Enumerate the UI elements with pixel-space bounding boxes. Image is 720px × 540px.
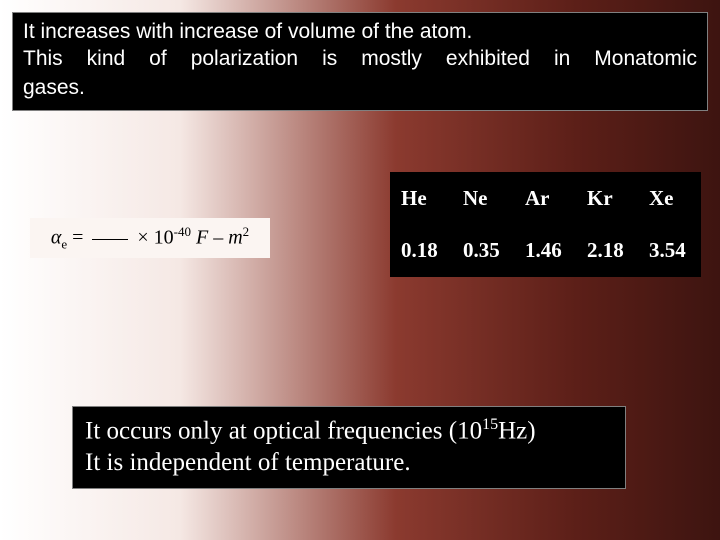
bottom-line-2: It is independent of temperature.: [85, 447, 613, 478]
table-value-cell: 0.35: [453, 225, 515, 277]
units-fm: F – m: [191, 226, 243, 248]
top-text-box: It increases with increase of volume of …: [12, 12, 708, 111]
top-sentence-2: This kind of polarization is mostly exhi…: [23, 45, 697, 73]
times-ten: × 10: [132, 226, 173, 248]
blank-underline: [92, 239, 128, 240]
exponent-neg40: -40: [174, 224, 191, 239]
equals-sign: =: [67, 226, 88, 248]
top-sentence-1: It increases with increase of volume of …: [23, 19, 697, 45]
table-header-cell: Ne: [453, 173, 515, 225]
units-exp: 2: [243, 224, 250, 239]
table-value-cell: 3.54: [639, 225, 701, 277]
table-value-cell: 1.46: [515, 225, 577, 277]
table-header-cell: Xe: [639, 173, 701, 225]
top-sentence-3: gases.: [23, 74, 697, 102]
slide: It increases with increase of volume of …: [0, 0, 720, 540]
bottom-line-1b: Hz): [498, 417, 535, 444]
table-value-cell: 2.18: [577, 225, 639, 277]
table-header-cell: He: [391, 173, 453, 225]
table-header-row: He Ne Ar Kr Xe: [391, 173, 701, 225]
formula-content: αe = × 10-40 F – m2: [51, 224, 249, 253]
bottom-line-1: It occurs only at optical frequencies (1…: [85, 415, 613, 447]
bottom-text-box: It occurs only at optical frequencies (1…: [72, 406, 626, 489]
table-value-cell: 0.18: [391, 225, 453, 277]
formula-box: αe = × 10-40 F – m2: [30, 218, 270, 258]
bottom-line-1a: It occurs only at optical frequencies (1…: [85, 417, 482, 444]
table-value-row: 0.18 0.35 1.46 2.18 3.54: [391, 225, 701, 277]
gas-table: He Ne Ar Kr Xe 0.18 0.35 1.46 2.18 3.54: [390, 172, 701, 277]
table-header-cell: Ar: [515, 173, 577, 225]
table-header-cell: Kr: [577, 173, 639, 225]
alpha-symbol: α: [51, 226, 62, 248]
bottom-exp: 15: [482, 416, 498, 433]
